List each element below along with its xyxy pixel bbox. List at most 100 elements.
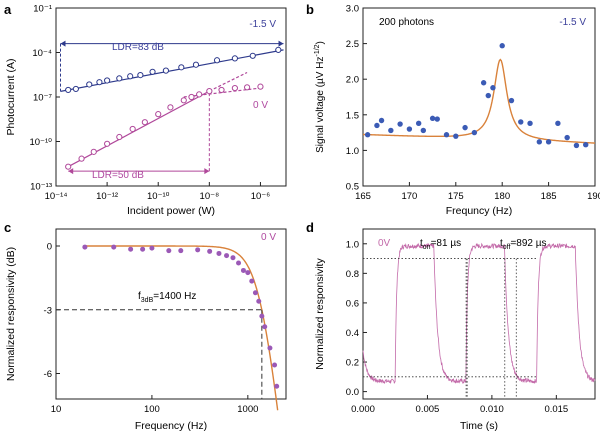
panel-c-point xyxy=(128,246,134,252)
panel-c-f3db-sub: 3dB xyxy=(141,297,154,304)
panel-b-point xyxy=(573,142,580,149)
panel-a-point xyxy=(206,87,213,95)
panel-d-t-off-t: t xyxy=(500,238,503,249)
panel-b-point xyxy=(555,120,561,127)
panel-c-xtick-label: 1000 xyxy=(237,404,258,415)
panel-a-point xyxy=(116,133,123,141)
panel-c-xtick-label: 10 xyxy=(51,404,62,415)
panel-c-ytick-label: -3 xyxy=(44,305,52,316)
panel-b-point xyxy=(485,92,491,99)
panel-b-ytick-label: 0.5 xyxy=(346,182,359,193)
panel-a-point xyxy=(86,81,93,88)
panel-a-fit-line xyxy=(67,90,210,168)
panel-c-point xyxy=(267,345,273,351)
panel-a-xtick-label: 10⁻¹² xyxy=(96,191,118,202)
panel-a-point xyxy=(116,75,123,82)
panel-b-point xyxy=(480,80,487,86)
panel-d-xtick-label: 0.010 xyxy=(480,404,504,415)
panel-a-xtick-label: 10⁻⁶ xyxy=(251,191,271,202)
panel-a-point xyxy=(90,148,97,155)
panel-c-ylabel: Normalized responsivity (dB) xyxy=(5,247,17,381)
panel-a-point xyxy=(231,55,238,62)
panel-c-point xyxy=(259,313,265,319)
panel-b-xtick-label: 175 xyxy=(448,191,464,202)
panel-b-ytick-label: 1.0 xyxy=(346,146,359,157)
panel-b-point xyxy=(462,124,468,131)
panel-b-ytick-label: 2.5 xyxy=(346,39,359,50)
panel-a-point xyxy=(72,85,79,93)
panel-c-point xyxy=(256,298,262,304)
panel-a-point xyxy=(137,71,144,79)
panel-b-point xyxy=(490,85,496,91)
panel-d-t-off-sub: off xyxy=(503,244,511,251)
panel-a-point xyxy=(249,52,256,59)
panel-a-point xyxy=(65,86,72,94)
panel-b-point xyxy=(406,126,413,132)
panel-a-ylabel: Photocurrent (A) xyxy=(5,58,17,135)
panel-c-point xyxy=(230,255,236,261)
panel-a-point xyxy=(213,57,221,64)
panel-a-chart: 10⁻¹⁴ 10⁻¹² 10⁻¹⁰ 10⁻⁸ 10⁻⁶ 10⁻¹ 10⁻⁴ 10⁻⁷ 10⁻¹⁰… xyxy=(5,4,287,217)
panel-c-point xyxy=(195,247,201,253)
panel-a-point xyxy=(188,93,195,101)
panel-a-point xyxy=(104,140,111,147)
panel-b-point xyxy=(564,134,570,141)
panel-a-point xyxy=(231,84,238,92)
panel-b-point xyxy=(583,142,589,148)
panel-b-frame xyxy=(362,7,596,187)
panel-c-bias: 0 V xyxy=(261,232,276,243)
panel-a-point xyxy=(141,119,148,126)
panel-a-ldr-bottom-arrowhead xyxy=(68,168,74,175)
panel-c-f3db: f3dB=1400 Hz xyxy=(138,291,196,304)
panel-a-point xyxy=(96,79,103,86)
panel-b-photons: 200 photons xyxy=(379,17,434,28)
panel-a-ytick-label: 10⁻⁷ xyxy=(33,93,53,104)
panel-b-point xyxy=(388,127,394,134)
panel-c-point xyxy=(82,244,88,250)
panel-b-point xyxy=(364,132,371,138)
panel-d-bias: 0V xyxy=(378,238,391,249)
panel-label-b: b xyxy=(306,2,314,17)
panel-label-c: c xyxy=(4,220,11,235)
panel-a-xlabel: Incident power (W) xyxy=(127,205,215,217)
panel-b-point xyxy=(499,43,505,49)
panel-d-xtick-label: 0.005 xyxy=(416,404,440,415)
panel-a-point xyxy=(192,61,200,68)
panel-a-point xyxy=(149,68,156,75)
panel-c-point xyxy=(166,248,172,254)
panel-a-bias-top: -1.5 V xyxy=(249,19,276,30)
panel-b-point xyxy=(536,139,543,145)
panel-b-xtick-label: 180 xyxy=(494,191,510,202)
panel-d-chart: 0.000 0.005 0.010 0.015 0.0 0.2 0.4 0.6 0.8 1.0 T… xyxy=(314,228,596,432)
panel-d-trace xyxy=(362,242,596,384)
panel-a-frame xyxy=(55,7,287,187)
panel-c-ytick-label: 0 xyxy=(47,242,52,253)
panel-label-d: d xyxy=(306,220,314,235)
panel-a-point xyxy=(167,104,174,111)
panel-a-point xyxy=(257,83,264,90)
panel-a-point xyxy=(196,91,203,98)
panel-b-ylabel-sup: -1/2 xyxy=(314,44,321,56)
panel-b-point xyxy=(397,121,403,127)
panel-d-ylabel: Normalized responsivity xyxy=(314,258,326,370)
panel-c-point xyxy=(111,244,117,250)
panel-b-ytick-label: 3.0 xyxy=(346,4,359,15)
panel-a-bias-bottom: 0 V xyxy=(253,100,268,111)
panel-a-ldr-top-arrowhead xyxy=(278,40,284,47)
panel-d-xtick-label: 0.000 xyxy=(351,404,375,415)
panel-b-point xyxy=(527,120,533,127)
panel-c-point xyxy=(262,324,268,330)
panel-c-point xyxy=(272,362,278,368)
panel-a-ytick-label: 10⁻¹ xyxy=(33,4,52,15)
panel-a-ldr-top-arrowhead xyxy=(60,40,66,47)
panel-c-xlabel: Frequency (Hz) xyxy=(135,420,207,432)
panel-a-ytick-label: 10⁻¹⁰ xyxy=(29,137,52,148)
panel-d-t-on-value: =81 µs xyxy=(431,238,462,249)
panel-a-point xyxy=(104,77,111,84)
panel-b-point xyxy=(443,132,450,138)
panel-a-ldr-bottom-arrowhead xyxy=(204,168,210,175)
panel-a-point xyxy=(155,111,162,118)
panel-c-f3db-value: =1400 Hz xyxy=(153,291,196,302)
panel-b-point xyxy=(378,117,385,124)
